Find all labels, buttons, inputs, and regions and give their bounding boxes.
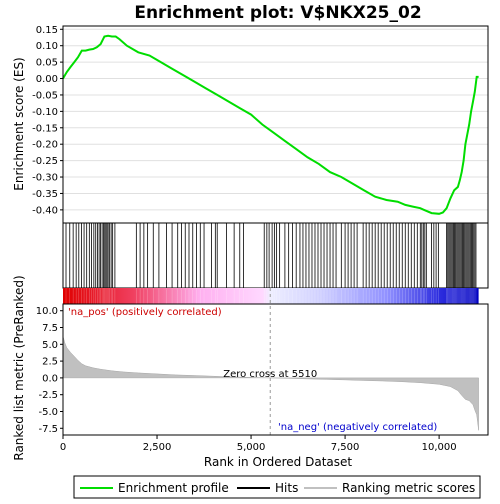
rank-color-gradient xyxy=(63,288,479,304)
x-tick-label: 2,500 xyxy=(143,442,172,453)
es-y-tick-label: -0.30 xyxy=(32,173,58,184)
metric-y-tick-label: 0.0 xyxy=(42,373,58,384)
zero-cross-label: Zero cross at 5510 xyxy=(223,369,317,380)
es-y-tick-label: -0.35 xyxy=(32,189,58,200)
legend-label-hits: Hits xyxy=(275,481,298,495)
es-y-axis-label: Enrichment score (ES) xyxy=(12,57,26,190)
es-y-tick-label: 0.10 xyxy=(36,41,58,52)
metric-y-tick-label: 10.0 xyxy=(36,306,58,317)
x-axis: 0 2,500 5,000 7,500 10,000 xyxy=(60,435,457,453)
legend-label-ranking-metric: Ranking metric scores xyxy=(342,481,475,495)
hit-lines xyxy=(65,223,477,288)
metric-y-axis-label: Ranked list metric (PreRanked) xyxy=(12,275,26,460)
x-tick-label: 7,500 xyxy=(331,442,360,453)
es-y-tick-label: 0.05 xyxy=(36,58,58,69)
legend-label-enrichment-profile: Enrichment profile xyxy=(118,481,229,495)
es-y-tick-label: -0.40 xyxy=(32,205,58,216)
legend: Enrichment profile Hits Ranking metric s… xyxy=(73,475,481,499)
x-tick-label: 10,000 xyxy=(422,442,457,453)
metric-y-tick-label: -7.5 xyxy=(38,424,58,435)
es-y-tick-label: 0.15 xyxy=(36,25,58,36)
ranked-metric-panel: Zero cross at 5510 'na_pos' (positively … xyxy=(12,275,489,461)
legend-frame xyxy=(73,475,481,499)
metric-y-ticks: 10.0 7.5 5.0 2.5 0.0 -2.5 -5.0 -7.5 xyxy=(36,306,63,435)
metric-y-tick-label: 7.5 xyxy=(42,323,58,334)
es-y-tick-label: -0.05 xyxy=(32,90,58,101)
ranking-metric-area xyxy=(62,336,479,431)
rank-color-strip xyxy=(63,288,479,304)
negative-correlation-label: 'na_neg' (negatively correlated) xyxy=(278,422,437,433)
es-y-tick-label: -0.20 xyxy=(32,140,58,151)
es-y-tick-label: 0.00 xyxy=(36,74,58,85)
enrichment-score-panel: 0.15 0.10 0.05 0.00 -0.05 -0.10 -0.15 -0.20 -0.2… xyxy=(12,25,489,224)
enrichment-profile-line xyxy=(62,34,479,215)
x-tick-label: 5,000 xyxy=(237,442,266,453)
metric-panel-frame xyxy=(62,303,489,436)
chart-title: Enrichment plot: V$NKX25_02 xyxy=(134,3,421,23)
metric-y-tick-label: -2.5 xyxy=(38,390,58,401)
metric-y-tick-label: 5.0 xyxy=(42,340,58,351)
es-y-tick-label: -0.25 xyxy=(32,156,58,167)
metric-y-tick-label: -5.0 xyxy=(38,407,58,418)
metric-y-tick-label: 2.5 xyxy=(42,357,58,368)
hits-panel xyxy=(62,222,489,289)
hits-panel-frame xyxy=(62,222,489,289)
strip-hit-marks xyxy=(65,288,477,304)
es-gridlines xyxy=(63,28,488,211)
es-y-tick-label: -0.10 xyxy=(32,107,58,118)
x-tick-label: 0 xyxy=(60,442,66,453)
positive-correlation-label: 'na_pos' (positively correlated) xyxy=(68,307,222,318)
x-axis-label: Rank in Ordered Dataset xyxy=(204,455,352,469)
es-y-tick-label: -0.15 xyxy=(32,123,58,134)
es-y-ticks: 0.15 0.10 0.05 0.00 -0.05 -0.10 -0.15 -0.20 -0.2… xyxy=(32,25,63,216)
